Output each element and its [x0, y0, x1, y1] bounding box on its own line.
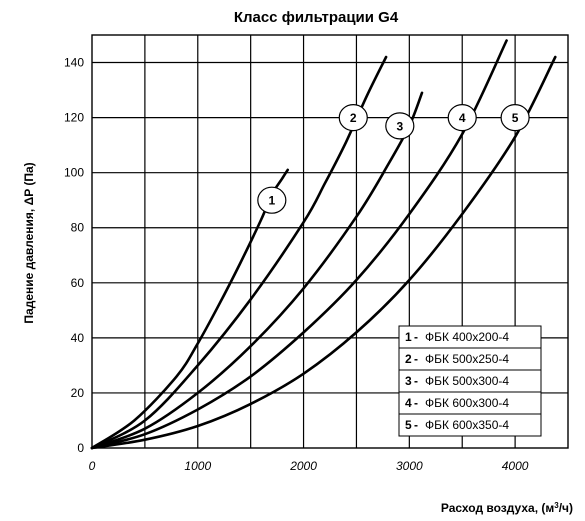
legend: 1- ФБК 400х200-42- ФБК 500х250-43- ФБК 500х… — [398, 325, 542, 437]
series-badge-circle — [338, 103, 368, 132]
x-tick-label: 0 — [89, 459, 96, 473]
x-tick-label: 1000 — [184, 459, 211, 473]
y-tick-label: 40 — [71, 331, 85, 345]
series-badge-circle — [447, 103, 477, 132]
x-tick-labels: 0 1000 2000 3000 4000 — [89, 459, 529, 473]
y-tick-labels: 0 20 40 60 80 100 120 140 — [64, 56, 84, 455]
series-badge-circle — [385, 112, 415, 140]
legend-dash: - — [414, 374, 418, 388]
x-axis-label-sup: 3 — [554, 501, 559, 510]
y-tick-label: 120 — [64, 111, 84, 125]
y-tick-label: 140 — [64, 56, 84, 70]
x-tick-label: 4000 — [502, 459, 529, 473]
legend-row-box — [398, 413, 542, 437]
plot-frame — [91, 34, 569, 449]
x-tick-label: 2000 — [289, 459, 317, 473]
series-line-1 — [90, 168, 289, 450]
x-axis-label-end: /ч) — [559, 501, 573, 515]
chart-title: Класс фильтрации G4 — [234, 9, 399, 26]
x-axis-label-main: Расход воздуха, (м — [441, 501, 554, 515]
legend-number: 5 — [405, 418, 412, 432]
y-tick-label: 80 — [71, 221, 85, 235]
series-badge-2: 2 — [338, 103, 368, 132]
legend-entry: ФБК 500х250-4 — [425, 352, 509, 366]
y-tick-label: 20 — [71, 386, 85, 400]
legend-entry: ФБК 600х350-4 — [425, 418, 509, 432]
series-line-3 — [90, 91, 424, 450]
legend-number: 3 — [405, 374, 412, 388]
legend-number: 4 — [405, 396, 412, 410]
legend-number: 2 — [405, 352, 412, 366]
series-badge-label: 5 — [512, 111, 519, 125]
series-badge-3: 3 — [385, 112, 415, 140]
series-badge-label: 2 — [350, 111, 357, 125]
y-tick-label: 0 — [77, 441, 84, 455]
series-badge-circle — [500, 103, 530, 132]
y-tick-label: 60 — [71, 276, 85, 290]
legend-entry: ФБК 500х300-4 — [425, 374, 509, 388]
series-badge-label: 4 — [459, 111, 466, 125]
legend-dash: - — [414, 396, 418, 410]
series-line-4 — [90, 39, 508, 450]
legend-entry: ФБК 400х200-4 — [425, 330, 509, 344]
legend-dash: - — [414, 352, 418, 366]
series-badge-5: 5 — [500, 103, 530, 132]
x-axis-label: Расход воздуха, (м3/ч) — [441, 501, 573, 516]
series-badge-circle — [257, 186, 287, 214]
y-axis-label: Падение давления, ΔP (Па) — [22, 162, 36, 323]
y-tick-label: 100 — [64, 166, 84, 180]
legend-entry: ФБК 600х300-4 — [425, 396, 509, 410]
legend-dash: - — [414, 418, 418, 432]
series-line-5 — [90, 55, 557, 450]
legend-number: 1 — [405, 330, 412, 344]
series-badge-label: 1 — [268, 194, 275, 208]
x-tick-label: 3000 — [396, 459, 423, 473]
legend-dash: - — [414, 330, 418, 344]
series-badge-label: 3 — [396, 119, 403, 133]
series-badges: 1 2 3 4 5 — [257, 103, 530, 214]
series-badge-4: 4 — [447, 103, 477, 132]
series-badge-1: 1 — [257, 186, 287, 214]
series-lines — [90, 39, 557, 450]
